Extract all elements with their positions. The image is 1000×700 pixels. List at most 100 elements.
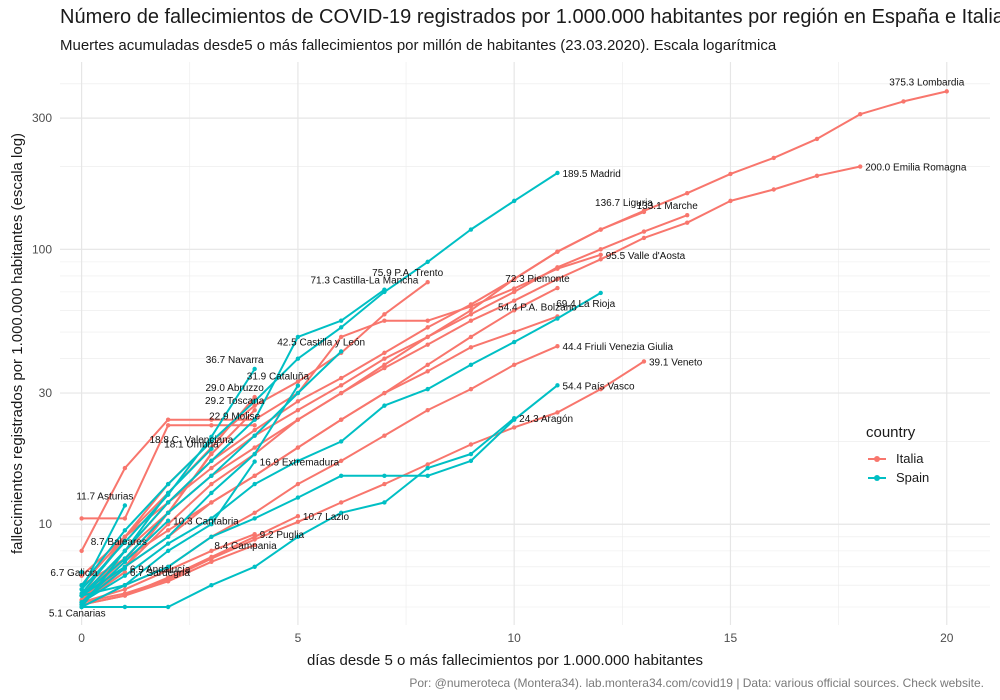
data-point-madrid <box>209 439 214 444</box>
data-point-cataluna <box>165 534 171 540</box>
legend-key-italia <box>866 454 888 464</box>
data-point-lombardia <box>901 99 906 104</box>
series-line-pais-vasco <box>81 384 559 597</box>
data-point-marche <box>209 465 214 471</box>
data-point-lombardia <box>338 375 344 381</box>
data-point-lombardia <box>858 112 863 117</box>
data-point-veneto <box>468 442 474 447</box>
data-point-castilla-y-leon <box>209 473 214 479</box>
series-label-sardegna: 6.7 Sardegna <box>130 568 190 579</box>
data-point-cataluna <box>209 490 214 496</box>
data-point-marche <box>382 356 387 361</box>
data-point-veneto <box>382 481 387 487</box>
data-point-la-rioja <box>382 403 387 408</box>
series-label-abruzzo: 29.0 Abruzzo <box>205 383 264 394</box>
data-point-valle-d-aosta <box>511 286 517 291</box>
data-point-liguria <box>598 227 603 232</box>
data-point-la-rioja <box>425 386 430 392</box>
data-point-p-a-trento <box>425 280 430 285</box>
data-point-veneto <box>598 386 603 392</box>
data-point-sardegna <box>122 569 128 575</box>
data-point-p-a-trento <box>252 403 257 408</box>
data-point-marche <box>511 289 517 295</box>
data-point-friuli-venezia-giulia <box>511 362 517 368</box>
data-point-emilia-romagna <box>468 318 474 323</box>
data-point-p-a-bolzano <box>295 445 301 450</box>
data-point-castilla-la-mancha <box>252 417 257 422</box>
data-point-abruzzo <box>252 394 257 400</box>
data-point-cantabria <box>122 559 128 565</box>
x-tick-label: 10 <box>508 631 522 645</box>
data-point-castilla-y-leon <box>338 349 344 354</box>
series-label-c-valenciana: 18.8 C. Valenciana <box>150 435 234 446</box>
data-point-liguria <box>555 249 560 254</box>
data-point-abruzzo <box>122 534 128 540</box>
data-point-emilia-romagna <box>598 257 603 262</box>
data-point-emilia-romagna <box>858 164 863 169</box>
data-point-p-a-bolzano <box>425 369 430 374</box>
series-label-lombardia: 375.3 Lombardia <box>889 77 964 88</box>
series-label-molise: 22.9 Molise <box>209 411 261 422</box>
data-point-navarra <box>252 366 257 372</box>
data-point-la-rioja <box>165 541 171 546</box>
data-point-lombardia <box>295 399 301 404</box>
series-label-toscana: 29.2 Toscana <box>205 396 265 407</box>
series-line-veneto <box>81 360 645 604</box>
data-point-aragon <box>122 604 128 610</box>
y-axis-label: fallecimientos registrados por 1.000.000… <box>9 133 26 554</box>
data-point-lombardia <box>685 190 690 196</box>
data-point-liguria <box>295 417 301 422</box>
series-label-emilia-romagna: 200.0 Emilia Romagna <box>865 163 967 174</box>
data-point-pais-vasco <box>382 473 387 479</box>
data-point-aragon <box>425 465 430 471</box>
data-point-piemonte <box>468 334 474 340</box>
series-label-la-rioja: 69.4 La Rioja <box>556 299 615 310</box>
data-point-emilia-romagna <box>685 220 690 225</box>
data-point-lombardia <box>252 427 257 433</box>
data-point-emilia-romagna <box>771 187 776 192</box>
data-point-madrid <box>338 325 344 330</box>
data-point-extremadura <box>165 548 171 554</box>
data-point-baleares <box>79 591 84 596</box>
series-label-friuli-venezia-giulia: 44.4 Friuli Venezia Giulia <box>562 342 673 353</box>
legend-title: country <box>866 424 916 441</box>
data-point-lazio <box>209 554 214 560</box>
data-point-liguria <box>382 362 387 368</box>
series-label-galicia: 6.7 Galicia <box>50 568 98 579</box>
data-point-veneto <box>641 359 647 364</box>
series-label-baleares: 8.7 Baleares <box>91 537 147 548</box>
data-point-navarra <box>209 434 214 439</box>
data-point-la-rioja <box>338 439 344 444</box>
data-point-lombardia <box>944 89 949 94</box>
data-point-la-rioja <box>511 339 517 345</box>
series-label-castilla-y-leon: 42.5 Castilla y León <box>277 337 365 348</box>
data-point-la-rioja <box>252 481 257 487</box>
data-point-p-a-trento <box>295 379 301 384</box>
data-point-pais-vasco <box>468 458 474 464</box>
series-label-canarias: 5.1 Canarias <box>49 609 106 620</box>
data-point-puglia <box>252 531 257 537</box>
data-point-c-valenciana <box>122 548 128 554</box>
x-tick-label: 5 <box>295 631 302 645</box>
data-point-cataluna <box>252 451 257 457</box>
data-point-aragon <box>165 604 171 610</box>
series-label-madrid: 189.5 Madrid <box>562 169 620 180</box>
data-point-pais-vasco <box>165 564 171 570</box>
data-point-friuli-venezia-giulia <box>382 433 387 438</box>
data-point-friuli-venezia-giulia <box>555 344 560 349</box>
chart-subtitle: Muertes acumuladas desde5 o más fallecim… <box>60 37 777 54</box>
data-point-marche <box>425 334 430 340</box>
series-label-cantabria: 10.3 Cantabria <box>173 517 239 528</box>
data-point-umbria <box>209 451 214 456</box>
data-point-emilia-romagna <box>641 235 647 241</box>
data-point-valle-d-aosta <box>165 417 171 422</box>
data-point-liguria <box>641 209 647 215</box>
data-point-puglia <box>165 568 171 573</box>
series-label-aragon: 24.3 Aragón <box>519 414 573 425</box>
series-label-andalucia: 6.9 Andalucía <box>130 565 191 576</box>
series-canarias <box>79 602 84 607</box>
data-point-pais-vasco <box>209 534 214 540</box>
series-molise <box>79 423 257 521</box>
data-point-p-a-bolzano <box>209 500 214 505</box>
